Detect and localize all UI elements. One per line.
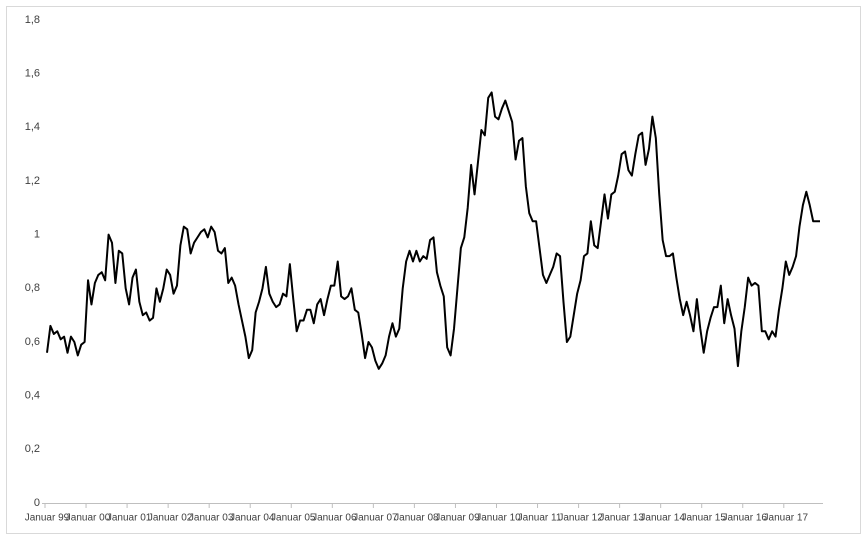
x-tick-label: Januar 06 [312,513,357,524]
x-tick-label: Januar 01 [107,513,152,524]
x-tick-label: Januar 14 [640,513,685,524]
y-tick-label: 1,4 [25,121,40,133]
chart-frame [6,6,861,534]
x-tick-label: Januar 02 [148,513,193,524]
y-tick-label: 0,2 [25,443,40,455]
x-tick-label: Januar 05 [271,513,316,524]
x-tick-label: Januar 11 [518,513,562,524]
y-tick-label: 1 [34,229,40,241]
x-tick-label: Januar 07 [353,513,398,524]
x-tick-label: Januar 09 [435,513,480,524]
data-line [46,91,820,370]
x-tick-label: Januar 16 [723,513,768,524]
y-tick-label: 0,4 [25,390,40,402]
x-tick-label: Januar 99 [25,513,70,524]
x-tick-label: Januar 10 [476,513,521,524]
x-tick-label: Januar 00 [66,513,111,524]
y-tick-label: 0 [34,497,40,509]
y-tick-label: 0,8 [25,282,40,294]
x-tick-label: Januar 03 [189,513,234,524]
x-tick-label: Januar 04 [230,513,275,524]
x-tick-label: Januar 13 [599,513,644,524]
x-tick-label: Januar 15 [681,513,726,524]
y-tick-label: 1,6 [25,68,40,80]
x-tick-label: Januar 08 [394,513,439,524]
y-tick-label: 0,6 [25,336,40,348]
x-tick-label: Januar 12 [558,513,603,524]
x-tick-label: Januar 17 [764,513,809,524]
y-tick-label: 1,8 [25,14,40,26]
y-tick-label: 1,2 [25,175,40,187]
